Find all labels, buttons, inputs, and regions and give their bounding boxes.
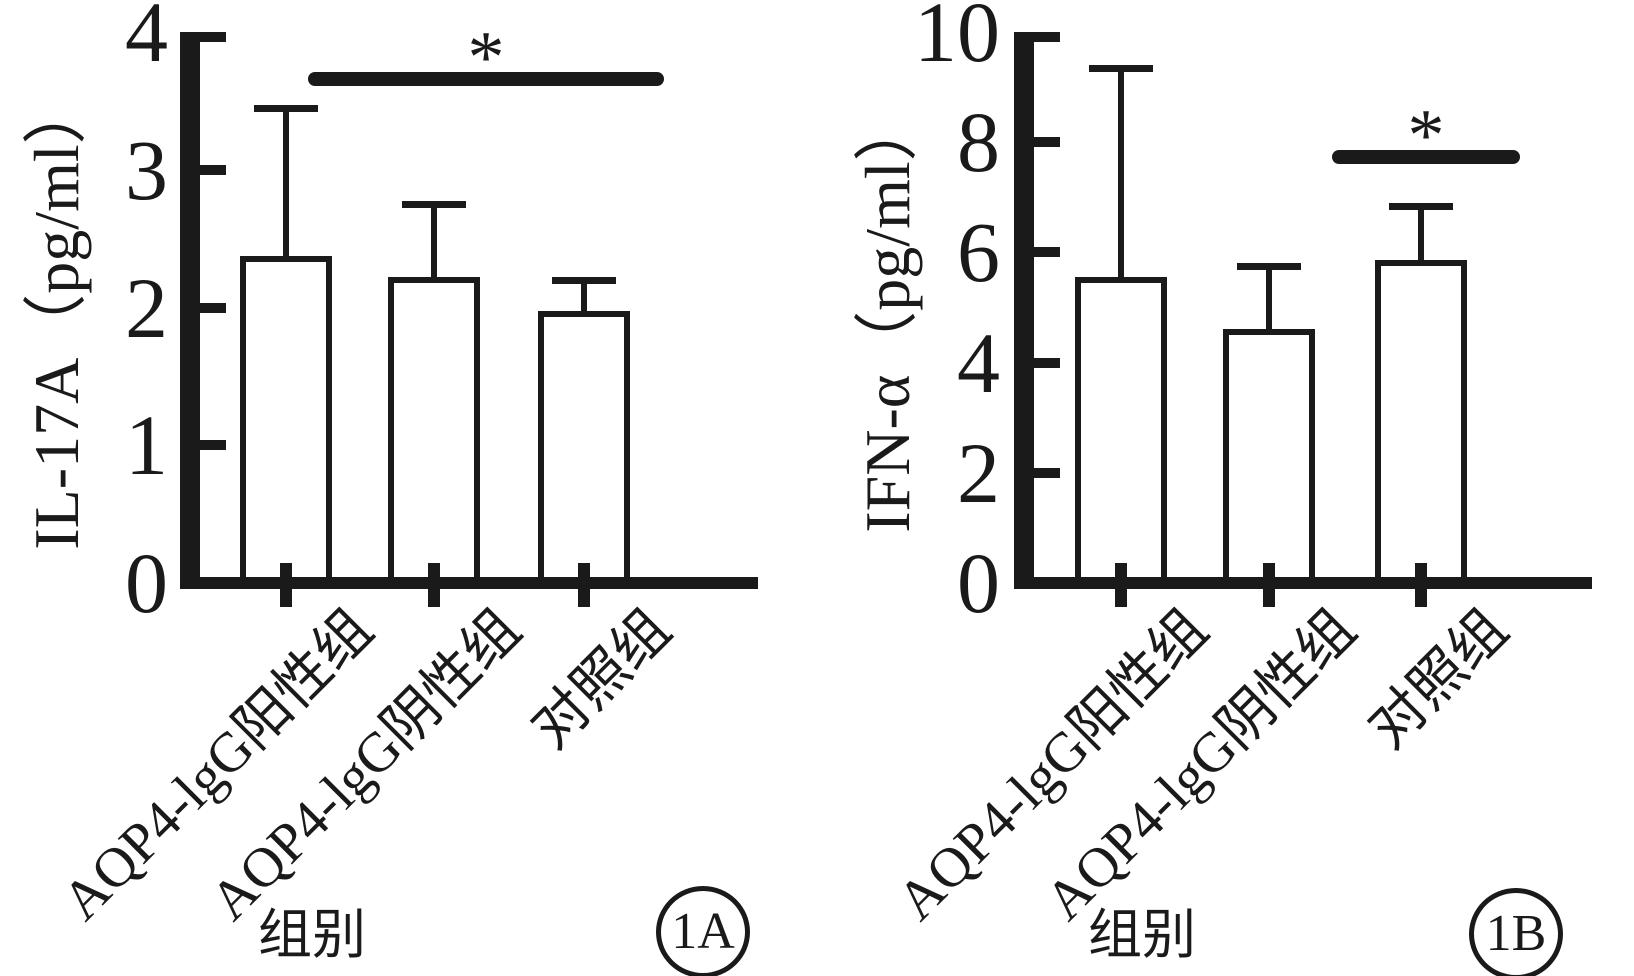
- error-bar-cap: [552, 277, 616, 284]
- y-axis-line: [1014, 32, 1034, 589]
- error-bar-cap: [402, 201, 466, 208]
- error-bar-stem: [1266, 269, 1272, 332]
- x-axis-line: [180, 577, 758, 589]
- y-tick-label: 0: [125, 535, 168, 631]
- significance-star: *: [467, 17, 505, 99]
- y-tick-label: 8: [957, 94, 1000, 190]
- y-tick: [1034, 468, 1060, 478]
- y-tick: [1034, 137, 1060, 147]
- y-axis-title: IFN-α（pg/ml）: [852, 97, 923, 533]
- x-tick: [1263, 563, 1275, 607]
- x-axis-line: [1014, 577, 1592, 589]
- error-bar-cap: [1089, 65, 1153, 72]
- error-bar-cap: [1237, 263, 1301, 270]
- y-tick: [200, 303, 226, 313]
- error-bar-cap: [254, 105, 318, 112]
- bar: [1223, 329, 1315, 586]
- y-tick-label: 1: [125, 397, 168, 493]
- error-bar-stem: [283, 111, 289, 259]
- x-axis-title: 组别: [258, 905, 366, 965]
- x-tick: [1415, 563, 1427, 607]
- y-tick-label: 10: [914, 0, 1000, 80]
- significance-line: [308, 72, 664, 86]
- y-tick: [200, 440, 226, 450]
- bar: [388, 277, 480, 586]
- x-tick: [428, 563, 440, 607]
- panel-label-badge: 1B: [1469, 888, 1563, 976]
- error-bar-cap: [1389, 203, 1453, 210]
- x-axis-title: 组别: [1088, 905, 1196, 965]
- y-tick-label: 0: [957, 535, 1000, 631]
- y-tick: [1034, 32, 1060, 42]
- y-tick: [1034, 358, 1060, 368]
- y-tick-label: 6: [957, 204, 1000, 300]
- y-tick: [200, 165, 226, 175]
- y-tick-label: 3: [125, 122, 168, 218]
- x-tick: [578, 563, 590, 607]
- y-tick-label: 4: [957, 315, 1000, 411]
- x-tick: [1115, 563, 1127, 607]
- error-bar-stem: [1118, 71, 1124, 280]
- x-tick: [280, 563, 292, 607]
- error-bar-stem: [431, 207, 437, 280]
- y-tick: [1034, 247, 1060, 257]
- y-tick-label: 2: [957, 425, 1000, 521]
- bar: [1075, 277, 1167, 586]
- bar: [240, 256, 332, 586]
- y-tick-label: 2: [125, 260, 168, 356]
- y-tick-label: 4: [125, 0, 168, 80]
- bar: [538, 311, 630, 586]
- y-axis-line: [180, 32, 200, 589]
- error-bar-stem: [1418, 209, 1424, 263]
- significance-star: *: [1407, 95, 1445, 177]
- significance-line: [1332, 150, 1520, 164]
- error-bar-stem: [581, 283, 587, 314]
- bar: [1375, 260, 1467, 586]
- panel-label-badge: 1A: [656, 886, 750, 976]
- y-tick: [200, 32, 226, 42]
